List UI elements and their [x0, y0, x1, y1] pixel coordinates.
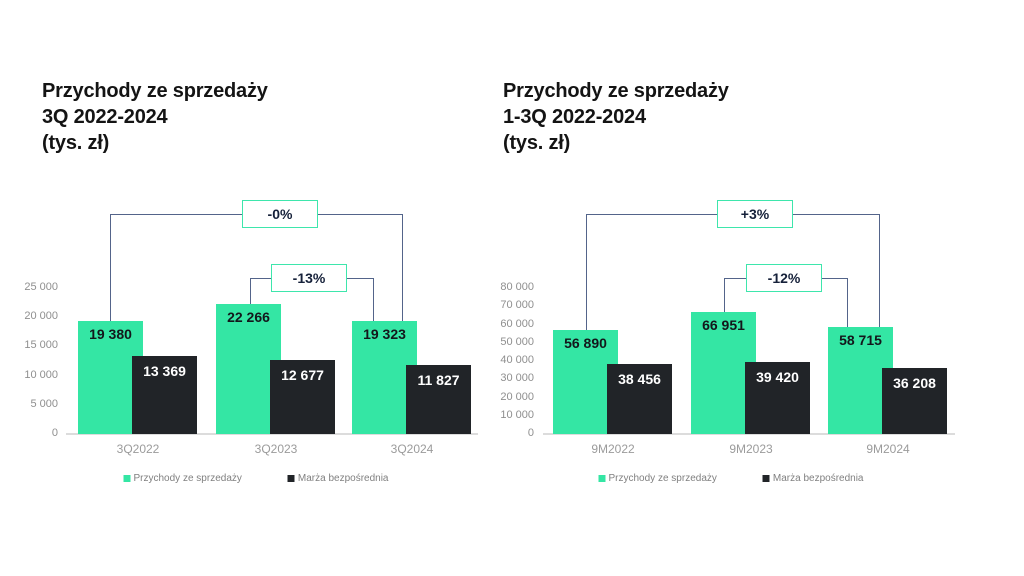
bar-margin-9M2022 [607, 363, 672, 434]
legend-label: Marża bezpośrednia [772, 473, 864, 484]
legend-swatch-icon [287, 475, 295, 482]
bar-value-margin: 38 456 [618, 370, 661, 387]
y-tick-label: 30 000 [500, 372, 534, 385]
annotation-percent-box: -0% [242, 200, 318, 228]
y-tick-label: 0 [51, 427, 58, 439]
legend-swatch-icon [123, 475, 131, 482]
y-tick-label: 5 000 [30, 397, 58, 410]
bar-value-revenue: 19 323 [363, 326, 406, 343]
chart-title-line: Przychody ze sprzedaży [42, 80, 268, 102]
y-tick-label: 15 000 [24, 339, 58, 352]
bar-value-revenue: 66 951 [702, 316, 745, 333]
bracket-line [402, 214, 403, 322]
y-tick-label: 80 000 [500, 281, 534, 293]
category-label: 3Q2022 [116, 442, 160, 456]
y-tick-label: 60 000 [500, 317, 534, 330]
y-tick-label: 0 [527, 427, 534, 439]
annotation-percent-box: -12% [746, 264, 822, 292]
bracket-line [373, 278, 374, 322]
chart-title-line: 3Q 2022-2024 [42, 106, 168, 128]
y-tick-label: 20 000 [500, 390, 534, 403]
category-label: 9M2022 [591, 442, 635, 456]
legend-label: Przychody ze sprzedaży [608, 473, 717, 484]
y-tick-label: 50 000 [500, 335, 534, 348]
legend-label: Marża bezpośrednia [297, 473, 389, 484]
bar-value-revenue: 58 715 [839, 331, 882, 348]
bracket-line [586, 214, 587, 331]
chart-legend: Przychody ze sprzedaży Marża bezpośrednia [598, 473, 864, 484]
y-tick-label: 20 000 [24, 310, 58, 323]
chart-title-line: (tys. zł) [503, 132, 571, 154]
chart-title-line: (tys. zł) [42, 132, 110, 154]
bracket-line [847, 278, 848, 327]
legend-item: Marża bezpośrednia [287, 473, 389, 484]
bar-value-margin: 39 420 [756, 369, 799, 386]
legend-item: Marża bezpośrednia [762, 473, 864, 484]
y-tick-label: 25 000 [24, 281, 58, 293]
category-label: 3Q2024 [390, 442, 434, 456]
bar-value-revenue: 56 890 [564, 335, 607, 352]
legend-item: Przychody ze sprzedaży [598, 473, 717, 484]
category-label: 3Q2023 [254, 442, 298, 456]
y-tick-label: 40 000 [500, 354, 534, 366]
chart-title-line: Przychody ze sprzedaży [503, 80, 729, 102]
y-tick-label: 10 000 [500, 408, 534, 421]
annotation-percent-box: -13% [271, 264, 347, 292]
x-axis-baseline [66, 433, 478, 435]
bar-value-margin: 13 369 [143, 362, 186, 379]
bar-value-margin: 11 827 [417, 371, 460, 388]
bar-value-revenue: 22 266 [227, 308, 270, 325]
bar-margin-3Q2024 [406, 364, 471, 434]
legend-item: Przychody ze sprzedaży [123, 473, 242, 484]
bar-value-revenue: 19 380 [89, 325, 132, 342]
y-tick-label: 10 000 [24, 368, 58, 381]
bracket-line [250, 278, 251, 304]
chart-title-line: 1-3Q 2022-2024 [503, 106, 646, 128]
category-label: 9M2024 [866, 442, 910, 456]
legend-label: Przychody ze sprzedaży [133, 473, 242, 484]
bracket-line [879, 214, 880, 327]
bracket-line [110, 214, 111, 321]
x-axis-baseline [543, 433, 955, 435]
chart-legend: Przychody ze sprzedaży Marża bezpośrednia [123, 473, 389, 484]
chart-title-3q: Przychody ze sprzedaży 3Q 2022-2024 (tys… [42, 78, 268, 156]
legend-swatch-icon [598, 475, 606, 482]
bar-margin-3Q2022 [132, 355, 197, 434]
y-tick-label: 70 000 [500, 299, 534, 312]
category-label: 9M2023 [729, 442, 773, 456]
bar-margin-9M2023 [745, 362, 810, 434]
bar-value-margin: 12 677 [281, 366, 324, 383]
bar-value-margin: 36 208 [893, 374, 936, 391]
chart-title-9m: Przychody ze sprzedaży 1-3Q 2022-2024 (t… [503, 78, 729, 156]
annotation-percent-box: +3% [717, 200, 793, 228]
bracket-line [724, 278, 725, 312]
bar-margin-9M2024 [882, 367, 947, 434]
bar-margin-3Q2023 [270, 359, 335, 434]
legend-swatch-icon [762, 475, 770, 482]
